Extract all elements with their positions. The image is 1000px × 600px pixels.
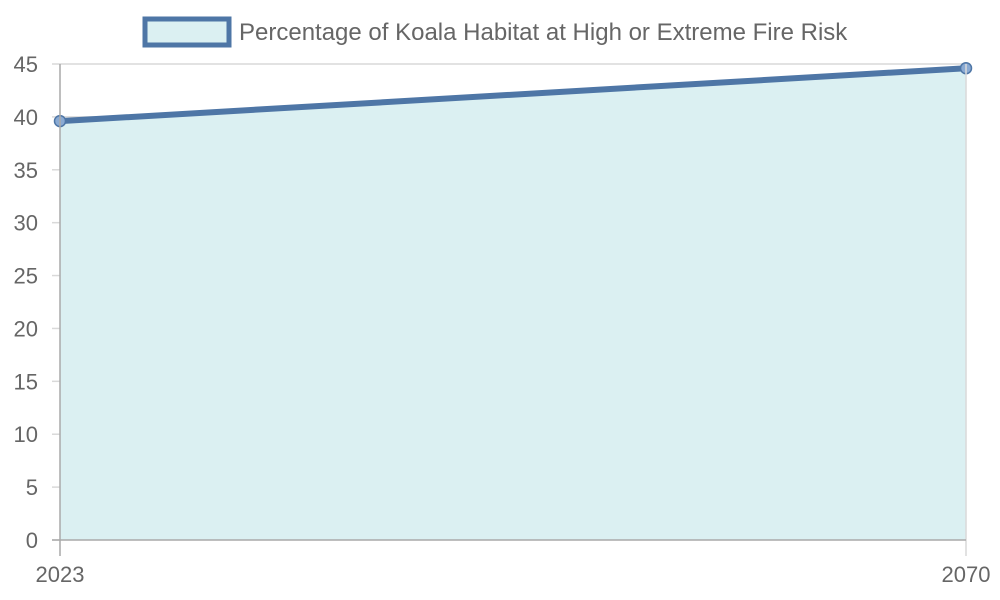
y-tick-label: 0 (26, 528, 38, 553)
y-tick-label: 25 (14, 264, 38, 289)
y-tick-label: 5 (26, 475, 38, 500)
tick-labels: 0 5 10 15 20 25 30 35 40 45 2023 2070 (14, 52, 991, 587)
y-tick-label: 35 (14, 158, 38, 183)
axes (52, 64, 967, 556)
legend-label[interactable]: Percentage of Koala Habitat at High or E… (239, 19, 848, 46)
series-line (59, 65, 967, 125)
y-tick-label: 20 (14, 316, 38, 341)
area-layer (53, 61, 973, 540)
y-tick-label: 30 (14, 211, 38, 236)
y-tick-label: 40 (14, 105, 38, 130)
legend-swatch[interactable] (142, 16, 232, 48)
y-tick-label: 15 (14, 369, 38, 394)
y-tick-label: 45 (14, 52, 38, 77)
legend[interactable]: Percentage of Koala Habitat at High or E… (142, 16, 848, 48)
x-tick-label: 2023 (36, 562, 85, 587)
series-area-fill (60, 68, 966, 540)
y-tick-label: 10 (14, 422, 38, 447)
x-tick-label: 2070 (942, 562, 991, 587)
